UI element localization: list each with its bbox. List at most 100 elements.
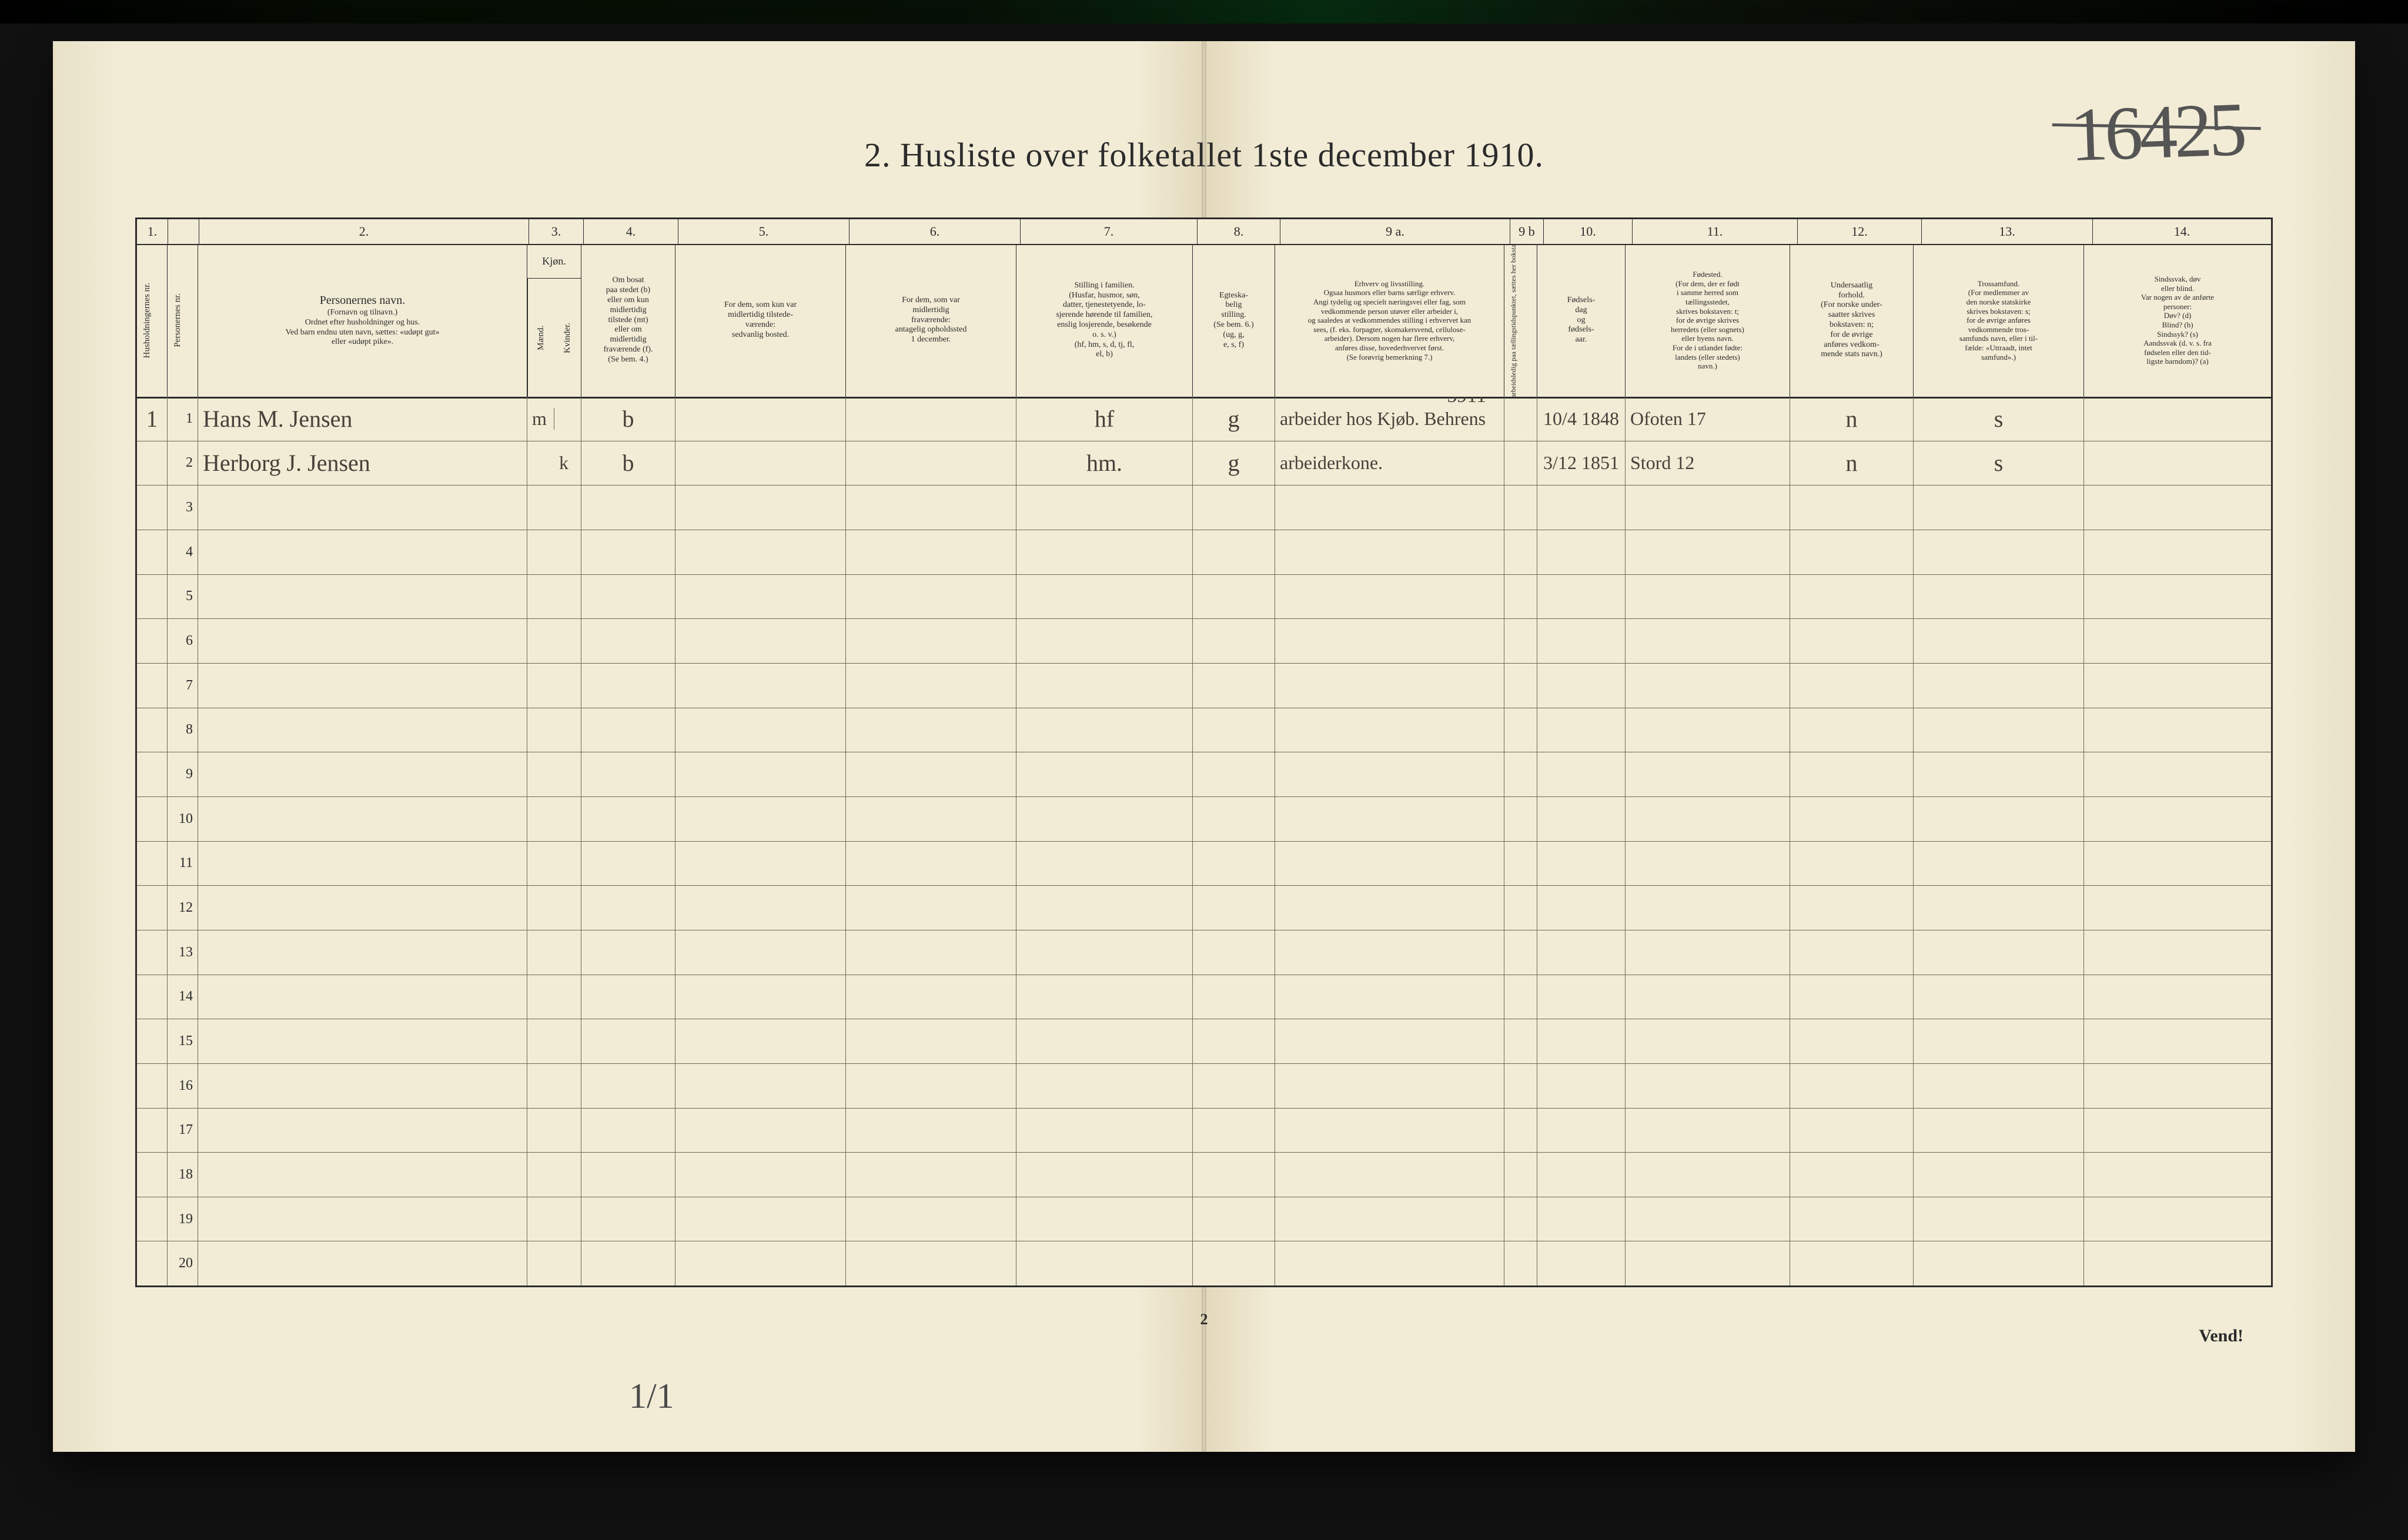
cell-undersaat — [1790, 1019, 1914, 1063]
cell-midl-tilst — [675, 930, 846, 975]
cell-household-nr — [137, 441, 168, 486]
hdr-erhverv: Erhverv og livsstilling. Ogsaa husmors e… — [1275, 244, 1504, 397]
colnum-9a: 9 a. — [1280, 219, 1510, 244]
scan-frame: 2. Husliste over folketallet 1ste decemb… — [0, 0, 2408, 1540]
cell-midl-tilst — [675, 441, 846, 486]
cell-person-nr: 4 — [168, 530, 198, 574]
cell-fodselsdato — [1537, 708, 1626, 752]
cell-fodested — [1626, 842, 1790, 886]
cell-midl-tilst — [675, 1109, 846, 1153]
cell-name — [198, 486, 527, 530]
cell-bosat — [581, 619, 675, 663]
cell-sex — [527, 752, 581, 796]
cell-household-nr — [137, 752, 168, 796]
cell-person-nr: 5 — [168, 575, 198, 619]
cell-stilling — [1016, 752, 1193, 796]
hdr-c9b-text: Hvis arbeidsledig paa tællingstidspunkte… — [1509, 244, 1532, 397]
cell-sex-k: k — [554, 452, 581, 474]
cell-bosat: b — [581, 397, 675, 441]
cell-erhverv — [1275, 664, 1504, 708]
cell-household-nr — [137, 708, 168, 752]
cell-bosat — [581, 708, 675, 752]
cell-undersaat — [1790, 842, 1914, 886]
cell-person-nr: 10 — [168, 797, 198, 841]
cell-fodested — [1626, 1197, 1790, 1241]
cell-stilling: hm. — [1016, 441, 1193, 486]
cell-arbeidsledig — [1504, 1241, 1537, 1285]
bottom-scribble: 1/1 — [629, 1376, 674, 1417]
colnum-8: 8. — [1198, 219, 1280, 244]
cell-trossamfund — [1914, 708, 2084, 752]
cell-midl-frav — [846, 975, 1016, 1019]
cell-sindssvak — [2084, 1109, 2271, 1153]
cell-bosat — [581, 842, 675, 886]
hdr-undersaat: Undersaatlig forhold. (For norske under-… — [1790, 244, 1914, 397]
hdr-name-sub: (Fornavn og tilnavn.) Ordnet efter husho… — [203, 308, 522, 347]
cell-arbeidsledig — [1504, 575, 1537, 619]
cell-stilling — [1016, 1019, 1193, 1063]
cell-sindssvak — [2084, 1064, 2271, 1108]
cell-midl-frav — [846, 530, 1016, 574]
cell-bosat — [581, 1019, 675, 1063]
table-row: 13 — [137, 930, 2271, 975]
hdr-household-nr: Husholdningernes nr. — [137, 244, 168, 397]
cell-fodested — [1626, 1241, 1790, 1285]
cell-arbeidsledig — [1504, 619, 1537, 663]
cell-person-nr: 18 — [168, 1153, 198, 1197]
table-row: 19 — [137, 1197, 2271, 1242]
cell-fodselsdato — [1537, 1019, 1626, 1063]
cell-arbeidsledig — [1504, 1019, 1537, 1063]
cell-egteskap — [1193, 886, 1275, 930]
cell-undersaat — [1790, 975, 1914, 1019]
hdr-c13-text: Trossamfund. (For medlemmer av den norsk… — [1918, 279, 2079, 361]
cell-fodested — [1626, 575, 1790, 619]
cell-fodselsdato — [1537, 930, 1626, 975]
cell-sindssvak — [2084, 886, 2271, 930]
cell-egteskap — [1193, 664, 1275, 708]
cell-household-nr — [137, 1019, 168, 1063]
cell-stilling — [1016, 530, 1193, 574]
cell-stilling — [1016, 797, 1193, 841]
colnum-12: 12. — [1798, 219, 1922, 244]
cell-midl-frav — [846, 664, 1016, 708]
cell-undersaat — [1790, 708, 1914, 752]
hdr-person-nr-text: Personernes nr. — [172, 293, 193, 347]
cell-person-nr: 15 — [168, 1019, 198, 1063]
cell-name — [198, 1197, 527, 1241]
cell-arbeidsledig — [1504, 1109, 1537, 1153]
cell-midl-frav — [846, 575, 1016, 619]
cell-trossamfund: s — [1914, 397, 2084, 441]
cell-trossamfund — [1914, 1241, 2084, 1285]
cell-arbeidsledig — [1504, 1197, 1537, 1241]
cell-name — [198, 1153, 527, 1197]
hdr-sex-m: Mænd. — [527, 279, 554, 397]
cell-trossamfund: s — [1914, 441, 2084, 486]
hdr-bosat: Om bosat paa stedet (b) eller om kun mid… — [581, 244, 675, 397]
cell-undersaat — [1790, 930, 1914, 975]
cell-trossamfund — [1914, 975, 2084, 1019]
cell-midl-frav — [846, 1153, 1016, 1197]
cell-undersaat — [1790, 797, 1914, 841]
cell-person-nr: 13 — [168, 930, 198, 975]
cell-erhverv — [1275, 797, 1504, 841]
cell-fodselsdato — [1537, 797, 1626, 841]
cell-household-nr — [137, 530, 168, 574]
hdr-c5-text: For dem, som kun var midlertidig tilsted… — [680, 300, 841, 340]
cell-sindssvak — [2084, 619, 2271, 663]
cell-person-nr: 1 — [168, 397, 198, 441]
table-row: 4 — [137, 530, 2271, 575]
cell-fodselsdato — [1537, 664, 1626, 708]
table-row: 20 — [137, 1241, 2271, 1285]
cell-trossamfund — [1914, 1197, 2084, 1241]
cell-sex — [527, 664, 581, 708]
cell-household-nr — [137, 575, 168, 619]
cell-fodested — [1626, 664, 1790, 708]
cell-midl-frav — [846, 1064, 1016, 1108]
cell-erhverv — [1275, 708, 1504, 752]
cell-stilling — [1016, 708, 1193, 752]
cell-household-nr — [137, 1197, 168, 1241]
cell-arbeidsledig — [1504, 397, 1537, 441]
cell-undersaat: n — [1790, 397, 1914, 441]
hdr-person-nr: Personernes nr. — [168, 244, 198, 397]
cell-trossamfund — [1914, 1109, 2084, 1153]
